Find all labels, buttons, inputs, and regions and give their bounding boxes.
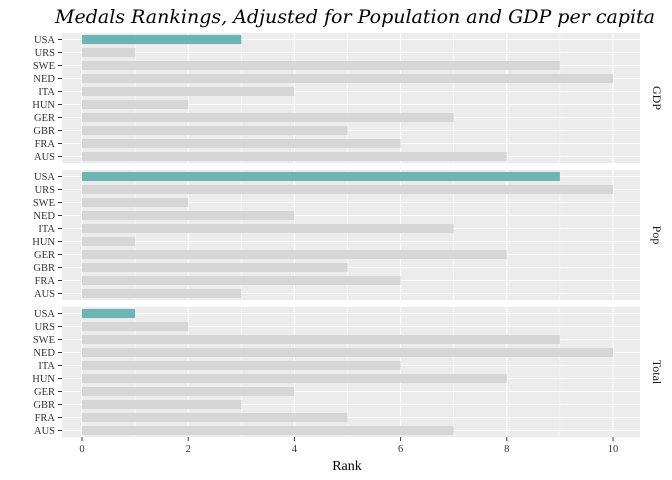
bar-gdp-ned — [82, 73, 613, 84]
x-tick-label: 4 — [292, 444, 298, 455]
bar-pop-ger — [82, 249, 507, 260]
bar-gdp-urs — [82, 47, 136, 58]
bar-total-urs — [82, 321, 189, 332]
bar-total-usa — [82, 308, 136, 319]
bar-gdp-aus — [82, 151, 507, 162]
y-tick-label: HUN — [32, 100, 55, 111]
y-tick-label: ITA — [38, 361, 55, 372]
bar-pop-swe — [82, 197, 189, 208]
bar-pop-gbr — [82, 262, 348, 273]
bar-total-hun — [82, 373, 507, 384]
bar-pop-usa — [82, 171, 560, 182]
y-tick-label: USA — [34, 309, 55, 320]
bar-pop-urs — [82, 184, 613, 195]
bar-total-ita — [82, 360, 401, 371]
bar-total-ned — [82, 347, 613, 358]
facet-strip — [641, 33, 661, 163]
bar-pop-aus — [82, 288, 242, 299]
y-tick-label: FRA — [35, 413, 56, 424]
y-tick-label: AUS — [34, 289, 55, 300]
bar-gdp-swe — [82, 60, 560, 71]
x-tick-label: 6 — [398, 444, 403, 455]
y-tick-label: GER — [34, 113, 55, 124]
bar-gdp-hun — [82, 99, 189, 110]
bar-total-fra — [82, 412, 348, 423]
bar-pop-fra — [82, 275, 401, 286]
bar-gdp-gbr — [82, 125, 348, 136]
x-tick-label: 8 — [504, 444, 509, 455]
bar-total-gbr — [82, 399, 242, 410]
bar-gdp-ger — [82, 112, 454, 123]
y-tick-label: FRA — [35, 139, 56, 150]
facet-strip-label: GDP — [650, 86, 664, 110]
y-tick-label: GBR — [33, 126, 55, 137]
facet-panel-gdp: USA URS SWE NED ITA HUN GER GBR FRA AUS GDP — [32, 33, 664, 163]
x-axis: 0 2 4 6 8 10 — [79, 437, 618, 455]
y-tick-label: GER — [34, 250, 55, 261]
bar-gdp-fra — [82, 138, 401, 149]
y-tick-label: FRA — [35, 276, 56, 287]
x-tick-label: 0 — [79, 444, 84, 455]
facet-panel-total: USA URS SWE NED ITA HUN GER GBR FRA AUS Total — [32, 307, 664, 437]
bar-total-swe — [82, 334, 560, 345]
bar-total-aus — [82, 425, 454, 436]
y-tick-label: GBR — [33, 263, 55, 274]
x-tick-label: 10 — [608, 444, 619, 455]
facet-strip-label: Total — [650, 360, 664, 385]
chart-title: Medals Rankings, Adjusted for Population… — [54, 6, 655, 28]
y-tick-label: SWE — [33, 198, 55, 209]
y-tick-label: NED — [33, 348, 55, 359]
y-tick-label: NED — [33, 211, 55, 222]
y-tick-label: URS — [35, 185, 56, 196]
bar-pop-ned — [82, 210, 295, 221]
facet-strip — [641, 170, 661, 300]
y-tick-label: ITA — [38, 224, 55, 235]
y-tick-label: URS — [35, 322, 56, 333]
x-tick-label: 2 — [186, 444, 191, 455]
y-tick-label: USA — [34, 172, 55, 183]
y-tick-label: NED — [33, 74, 55, 85]
bar-gdp-ita — [82, 86, 295, 97]
bar-pop-hun — [82, 236, 136, 247]
y-tick-label: SWE — [33, 61, 55, 72]
x-axis-title: Rank — [332, 459, 362, 474]
y-tick-label: AUS — [34, 152, 55, 163]
y-tick-label: HUN — [32, 374, 55, 385]
facet-strip-label: Pop — [650, 226, 664, 245]
y-tick-label: SWE — [33, 335, 55, 346]
facet-panels: USA URS SWE NED ITA HUN GER GBR FRA AUS GDP USA URS S… — [32, 33, 664, 437]
bar-pop-ita — [82, 223, 454, 234]
y-tick-label: ITA — [38, 87, 55, 98]
y-tick-label: HUN — [32, 237, 55, 248]
y-tick-label: GBR — [33, 400, 55, 411]
facet-panel-pop: USA URS SWE NED ITA HUN GER GBR FRA AUS Pop — [32, 170, 664, 300]
y-tick-label: URS — [35, 48, 56, 59]
bar-total-ger — [82, 386, 295, 397]
y-tick-label: USA — [34, 35, 55, 46]
y-tick-label: AUS — [34, 426, 55, 437]
y-tick-label: GER — [34, 387, 55, 398]
facet-strip — [641, 307, 661, 437]
bar-gdp-usa — [82, 34, 242, 45]
